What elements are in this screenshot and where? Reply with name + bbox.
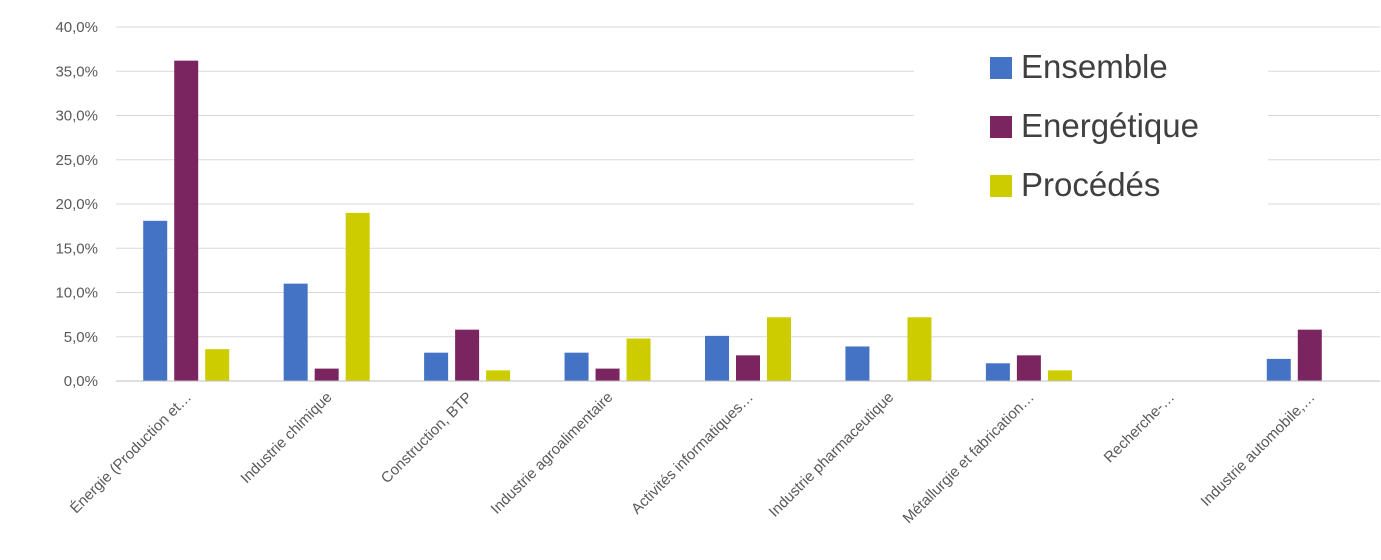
bar (736, 355, 760, 381)
bar (626, 338, 651, 381)
bar (314, 368, 339, 381)
bar (1016, 355, 1041, 381)
bar (564, 352, 589, 381)
bar (455, 329, 480, 381)
bar (845, 346, 870, 381)
x-tick-label: Industrie automobile,… (1198, 389, 1319, 510)
y-axis: 0,0% 5,0% 10,0% 15,0% 20,0% 25,0% 30,0% 35,0% 40… (55, 19, 98, 390)
bar (143, 220, 168, 381)
bar (424, 352, 449, 381)
legend: Ensemble Energétique Procédés (914, 42, 1268, 212)
bar (174, 60, 199, 381)
y-tick-label: 15,0% (55, 240, 98, 257)
gridlines (116, 26, 1380, 338)
y-tick-label: 5,0% (64, 329, 98, 346)
y-tick-label: 35,0% (55, 63, 98, 80)
legend-label: Procédés (1021, 166, 1160, 203)
y-tick-label: 30,0% (55, 108, 98, 125)
bar (705, 335, 729, 381)
x-tick-label: Industrie pharmaceutique (766, 389, 898, 521)
x-tick-label: Industrie chimique (237, 389, 335, 487)
legend-label: Energétique (1021, 107, 1199, 144)
x-tick-label: Recherche-… (1101, 389, 1178, 466)
x-tick-label: Industrie agroalimentaire (488, 389, 617, 518)
bars (143, 60, 1322, 381)
y-tick-label: 10,0% (55, 285, 98, 302)
y-tick-label: 20,0% (55, 196, 98, 213)
bar (595, 368, 620, 381)
x-tick-label: Énergie (Production et… (67, 389, 195, 517)
x-tick-label: Activités informatiques… (628, 389, 757, 518)
legend-swatch (990, 175, 1012, 197)
y-tick-label: 40,0% (55, 19, 98, 36)
legend-swatch (990, 116, 1012, 138)
bar (985, 363, 1010, 381)
x-tick-label: Métallurgie et fabrication… (900, 389, 1038, 527)
bar (205, 349, 230, 381)
bar (1266, 358, 1291, 381)
y-tick-label: 0,0% (64, 373, 98, 390)
bar (486, 370, 511, 381)
bar (283, 283, 308, 381)
x-axis: Énergie (Production et… Industrie chimiqu… (67, 380, 1380, 527)
bar (345, 212, 370, 381)
y-tick-label: 25,0% (55, 152, 98, 169)
legend-box (914, 42, 1268, 212)
legend-swatch (990, 57, 1012, 79)
bar (1297, 329, 1322, 381)
bar (767, 317, 791, 381)
legend-label: Ensemble (1021, 48, 1168, 85)
bar (907, 317, 932, 381)
bar (1047, 370, 1072, 381)
x-tick-label: Construction, BTP (378, 389, 476, 487)
